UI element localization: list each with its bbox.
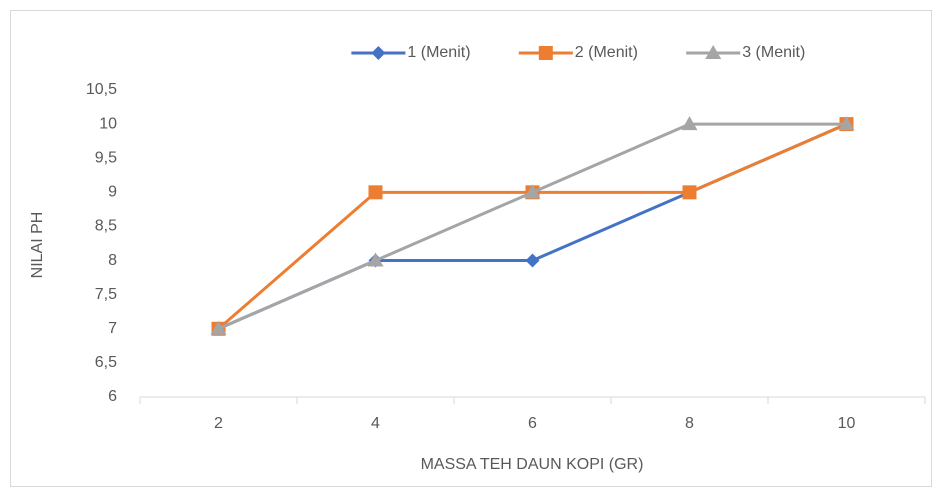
y-tick-label: 10 bbox=[99, 115, 117, 132]
y-axis-title: NILAI PH bbox=[29, 212, 46, 279]
y-tick-label: 8 bbox=[108, 252, 117, 269]
y-tick-label: 9 bbox=[108, 184, 117, 201]
legend-label: 3 (Menit) bbox=[742, 44, 805, 61]
chart-border bbox=[10, 10, 932, 487]
y-tick-label: 9,5 bbox=[95, 149, 117, 166]
marker bbox=[681, 116, 698, 131]
legend-marker bbox=[538, 46, 553, 60]
y-tick-label: 10,5 bbox=[86, 81, 117, 98]
y-tick-label: 8,5 bbox=[95, 218, 117, 235]
x-tick-label: 6 bbox=[528, 415, 537, 432]
y-tick-label: 6 bbox=[108, 388, 117, 405]
y-tick-label: 6,5 bbox=[95, 354, 117, 371]
legend-label: 2 (Menit) bbox=[575, 44, 638, 61]
x-tick-label: 2 bbox=[214, 415, 223, 432]
marker bbox=[210, 320, 227, 335]
marker bbox=[682, 185, 697, 200]
marker bbox=[524, 184, 541, 199]
legend-label: 1 (Menit) bbox=[407, 44, 470, 61]
legend-marker bbox=[705, 45, 722, 59]
y-tick-label: 7,5 bbox=[95, 286, 117, 303]
x-tick-label: 8 bbox=[685, 415, 694, 432]
x-tick-label: 4 bbox=[371, 415, 380, 432]
legend-marker bbox=[371, 46, 386, 60]
x-axis-title: MASSA TEH DAUN KOPI (GR) bbox=[421, 456, 644, 473]
x-tick-label: 10 bbox=[838, 415, 856, 432]
marker bbox=[838, 116, 855, 131]
marker bbox=[367, 252, 384, 267]
y-tick-label: 7 bbox=[108, 320, 117, 337]
marker bbox=[525, 253, 540, 268]
marker bbox=[368, 185, 383, 200]
